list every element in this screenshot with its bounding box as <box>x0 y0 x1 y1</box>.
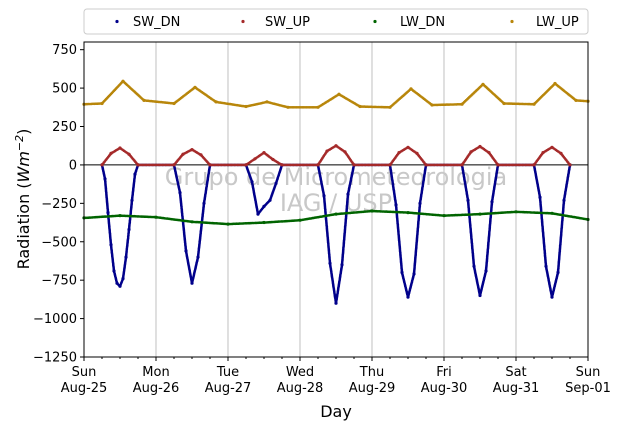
y-axis-title-exponent: −2 <box>13 135 26 151</box>
series-lw-dn <box>82 209 590 226</box>
vertical-grid <box>155 42 517 357</box>
watermark: Grupo de Micrometeorologia IAG / USP <box>165 163 507 217</box>
y-axis: 750 500 250 0 −250 −500 −750 −1000 −1250 <box>33 43 84 366</box>
x-tick-label-date: Aug-27 <box>205 381 252 396</box>
y-axis-title-unit: Wm <box>14 151 33 182</box>
legend-label-sw-up: SW_UP <box>265 15 310 30</box>
y-axis-title-prefix: Radiation ( <box>14 182 33 269</box>
y-tick-label: −1000 <box>33 312 77 327</box>
plot-series <box>82 79 590 305</box>
y-tick-label: 0 <box>69 158 77 173</box>
legend-marker-lw-dn <box>373 19 377 24</box>
x-tick-label-day: Tue <box>216 365 239 380</box>
legend-marker-lw-up <box>510 19 514 24</box>
y-tick-label: −250 <box>41 197 77 212</box>
x-tick-label-day: Mon <box>142 365 169 380</box>
x-tick-label-date: Aug-26 <box>133 381 180 396</box>
x-tick-label-date: Aug-29 <box>349 381 396 396</box>
legend-label-lw-up: LW_UP <box>536 15 579 30</box>
legend-label-sw-dn: SW_DN <box>133 15 180 30</box>
y-tick-label: 750 <box>52 43 77 58</box>
legend-label-lw-dn: LW_DN <box>400 15 445 30</box>
x-tick-label-date: Aug-30 <box>421 381 468 396</box>
data-point <box>568 163 572 167</box>
y-axis-title: Radiation (Wm−2) <box>13 129 33 270</box>
watermark-line-1: Grupo de Micrometeorologia <box>165 163 507 191</box>
x-tick-label-day: Wed <box>286 365 314 380</box>
series-lw-up <box>82 79 590 109</box>
series-sw-up <box>100 144 572 167</box>
y-tick-label: −500 <box>41 235 77 250</box>
legend-frame <box>83 8 589 35</box>
y-tick-label: 500 <box>52 82 77 97</box>
legend-marker-sw-dn <box>115 19 119 24</box>
y-tick-label: −750 <box>41 274 77 289</box>
legend-marker-sw-up <box>241 19 245 24</box>
x-axis: SunAug-25MonAug-26TueAug-27WedAug-28ThuA… <box>61 357 611 396</box>
x-tick-label-date: Aug-25 <box>61 381 108 396</box>
x-tick-label-day: Fri <box>436 365 452 380</box>
x-tick-label-day: Sat <box>505 365 526 380</box>
x-tick-label-day: Thu <box>359 365 384 380</box>
x-tick-label-date: Sep-01 <box>565 381 611 396</box>
legend: SW_DN SW_UP LW_DN LW_UP <box>83 8 589 35</box>
x-tick-label-day: Sun <box>576 365 601 380</box>
x-tick-label-date: Aug-31 <box>493 381 540 396</box>
x-tick-label-date: Aug-28 <box>277 381 324 396</box>
series-sw-dn <box>100 163 572 305</box>
y-tick-label: −1250 <box>33 351 77 366</box>
y-tick-label: 250 <box>52 120 77 135</box>
y-axis-title-suffix: ) <box>14 129 33 135</box>
x-tick-label-day: Sun <box>72 365 97 380</box>
x-axis-title: Day <box>320 402 352 421</box>
